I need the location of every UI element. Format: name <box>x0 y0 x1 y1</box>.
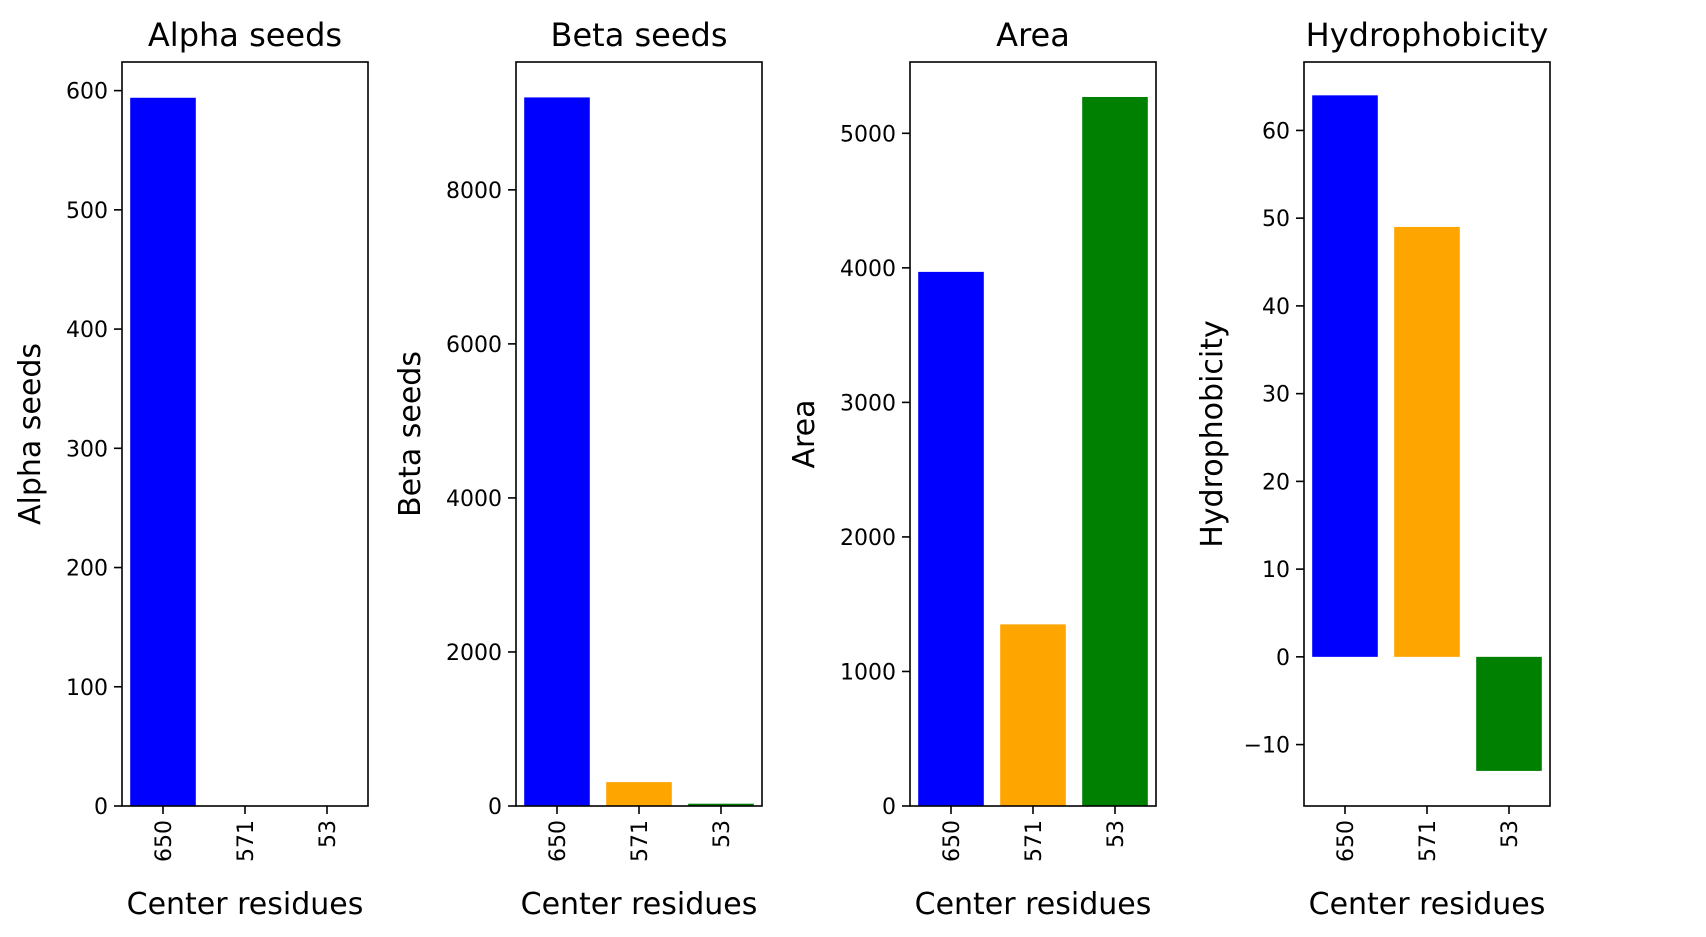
x-tick-label: 53 <box>1104 820 1129 848</box>
y-tick-label: 30 <box>1262 383 1290 408</box>
y-tick-label: 20 <box>1262 470 1290 495</box>
bar-650 <box>130 97 196 807</box>
y-tick-label: 0 <box>488 795 502 820</box>
bar-53 <box>1476 656 1542 771</box>
y-tick-label: 2000 <box>840 526 896 551</box>
bar-571 <box>1394 226 1460 657</box>
bar-53 <box>688 803 754 806</box>
y-tick-label: 4000 <box>446 487 502 512</box>
chart-panel-3: 0 1000 2000 3000 4000 5000 650 571 53 Area Center … <box>787 16 1157 922</box>
y-axis-label: Alpha seeds <box>13 343 48 525</box>
bar-650 <box>1312 95 1378 657</box>
x-tick-label: 650 <box>940 820 965 862</box>
y-axis-label: Beta seeds <box>393 351 428 517</box>
x-tick-label: 650 <box>546 820 571 862</box>
y-tick-label: 0 <box>1276 646 1290 671</box>
bar-53 <box>1082 96 1148 807</box>
y-tick-label: 500 <box>66 199 108 224</box>
y-axis-label: Area <box>787 399 822 468</box>
bar-650 <box>918 271 984 807</box>
y-tick-label: 200 <box>66 557 108 582</box>
x-tick-label: 53 <box>1498 820 1523 848</box>
x-tick-label: 650 <box>1334 820 1359 862</box>
chart-panel-4: −10 0 10 20 30 40 50 60 650 571 53 Hydrophobicity Ce… <box>1195 16 1551 922</box>
y-tick-label: 50 <box>1262 207 1290 232</box>
panel-title: Beta seeds <box>551 16 728 54</box>
x-axis-label: Center residues <box>915 887 1152 922</box>
chart-panel-2: 0 2000 4000 6000 8000 650 571 53 Beta seeds Cente… <box>393 16 763 922</box>
x-tick-label: 53 <box>316 820 341 848</box>
y-tick-label: 40 <box>1262 295 1290 320</box>
x-axis-label: Center residues <box>127 887 364 922</box>
chart-panel-1: 0 100 200 300 400 500 600 650 571 53 Alpha seeds Ce… <box>13 16 369 922</box>
y-tick-label: 10 <box>1262 558 1290 583</box>
bar-571 <box>606 782 672 806</box>
y-tick-label: 1000 <box>840 660 896 685</box>
y-axis-label: Hydrophobicity <box>1195 320 1230 548</box>
y-tick-label: 5000 <box>840 122 896 147</box>
panel-title: Hydrophobicity <box>1306 16 1549 54</box>
x-tick-label: 53 <box>710 820 735 848</box>
panel-title: Area <box>996 16 1070 54</box>
y-tick-label: 400 <box>66 318 108 343</box>
y-tick-label: 0 <box>94 795 108 820</box>
y-tick-label: 2000 <box>446 641 502 666</box>
y-tick-label: −10 <box>1244 734 1290 759</box>
y-tick-label: 3000 <box>840 391 896 416</box>
panel-title: Alpha seeds <box>148 16 342 54</box>
x-tick-label: 650 <box>152 820 177 862</box>
y-tick-label: 60 <box>1262 119 1290 144</box>
x-tick-label: 571 <box>628 820 653 862</box>
bar-571 <box>1000 624 1066 806</box>
y-tick-label: 8000 <box>446 179 502 204</box>
y-tick-label: 100 <box>66 676 108 701</box>
x-tick-label: 571 <box>1022 820 1047 862</box>
x-tick-label: 571 <box>1416 820 1441 862</box>
x-axis-label: Center residues <box>1309 887 1546 922</box>
x-axis-label: Center residues <box>521 887 758 922</box>
y-tick-label: 6000 <box>446 333 502 358</box>
y-tick-label: 0 <box>882 795 896 820</box>
y-tick-label: 300 <box>66 437 108 462</box>
y-tick-label: 4000 <box>840 257 896 282</box>
y-tick-label: 600 <box>66 80 108 105</box>
bar-650 <box>524 97 590 806</box>
x-tick-label: 571 <box>234 820 259 862</box>
